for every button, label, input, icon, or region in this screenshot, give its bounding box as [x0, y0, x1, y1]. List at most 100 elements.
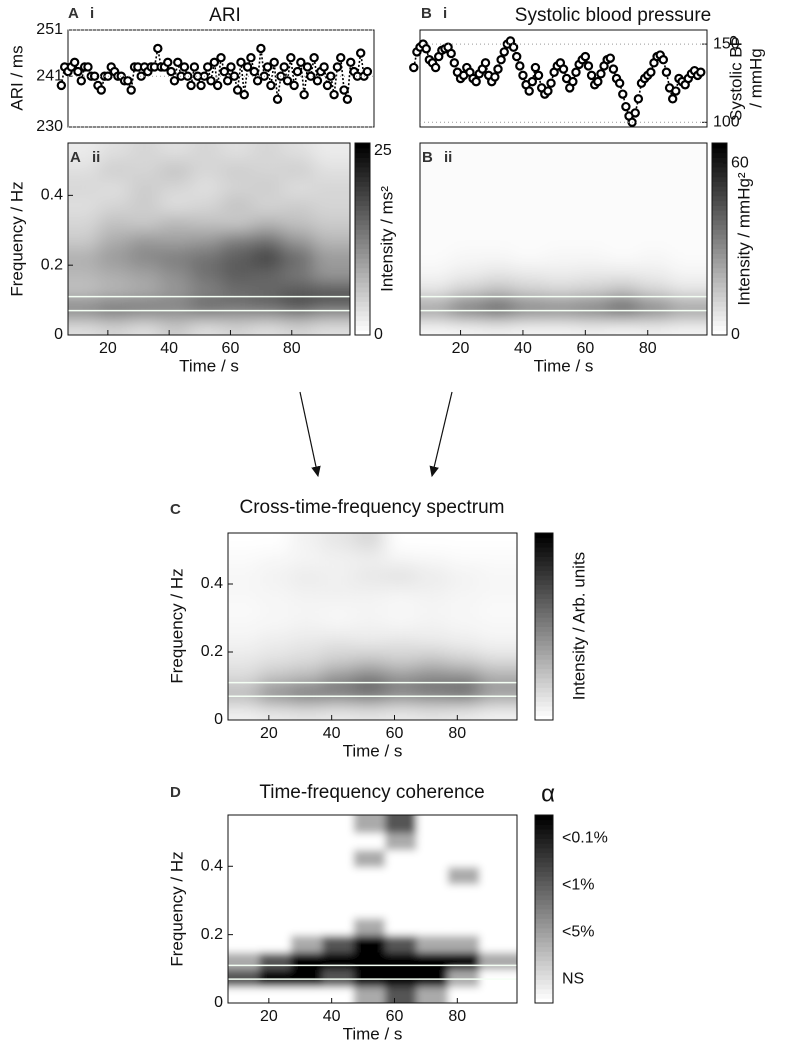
- heat-cell: [385, 584, 418, 602]
- heat-cell: [129, 247, 161, 267]
- y-axis-label: ARI / ms: [7, 45, 26, 110]
- point: [661, 67, 672, 77]
- colorbar-step: [355, 219, 370, 226]
- heat-cell: [513, 282, 546, 302]
- heat-cell: [513, 230, 546, 249]
- colorbar-label: Intensity / ms²: [377, 186, 396, 292]
- colorbar-step: [535, 663, 553, 670]
- heat-cell: [290, 815, 324, 834]
- heat-cell: [190, 247, 223, 267]
- y-tick-label: 241: [36, 67, 63, 84]
- heat-cell: [98, 160, 131, 179]
- heat-cell: [129, 160, 161, 179]
- heat-cell: [353, 985, 387, 1003]
- point: [302, 62, 313, 72]
- colorbar-step: [535, 956, 553, 962]
- x-axis-label: Time / s: [343, 741, 403, 760]
- heat-cell: [385, 917, 418, 936]
- colorbar-step: [535, 556, 553, 562]
- heat-cell: [313, 177, 350, 197]
- heat-cell: [129, 212, 161, 232]
- heat-cell: [479, 550, 517, 568]
- panel-letter: B: [422, 149, 433, 166]
- point: [596, 69, 606, 79]
- heat-cell: [259, 550, 292, 568]
- point: [256, 43, 266, 54]
- heat-cell: [416, 618, 449, 636]
- colorbar-step: [712, 229, 727, 235]
- heat-cell: [322, 635, 355, 653]
- colorbar-step: [535, 988, 553, 995]
- colorbar-step: [355, 186, 370, 192]
- heat-cell: [385, 934, 418, 953]
- heat-cell: [190, 282, 223, 302]
- panel-letter: A: [70, 149, 81, 166]
- point: [212, 80, 223, 91]
- colorbar-step: [355, 176, 370, 182]
- colorbar-step: [712, 224, 727, 230]
- heat-cell: [420, 230, 453, 249]
- colorbar-step: [535, 570, 553, 576]
- colorbar-step: [535, 710, 553, 716]
- heat-cell: [68, 265, 100, 284]
- heat-cell: [259, 900, 292, 919]
- heat-cell: [98, 177, 131, 197]
- colorbar-step: [535, 682, 553, 688]
- heat-cell: [228, 934, 261, 953]
- heat-cell: [416, 849, 449, 868]
- colorbar-tick-label: 0: [374, 326, 383, 343]
- colorbar-level-label: NS: [562, 971, 584, 988]
- heat-cell: [420, 212, 453, 232]
- heat-cell: [416, 832, 449, 851]
- heat-cell: [669, 300, 707, 319]
- point: [329, 89, 339, 100]
- heat-cell: [416, 567, 449, 585]
- colorbar-step: [535, 659, 553, 665]
- point: [239, 89, 249, 100]
- point: [421, 44, 431, 54]
- x-tick-label: 20: [452, 340, 470, 357]
- heat-cell: [385, 550, 418, 568]
- heat-cell: [259, 985, 292, 1003]
- heat-cell: [447, 934, 481, 953]
- colorbar-label: Intensity / Arb. units: [569, 552, 588, 700]
- colorbar-step: [535, 852, 553, 858]
- heat-cell: [322, 934, 355, 953]
- heat-cell: [479, 652, 517, 670]
- heat-cell: [447, 601, 481, 619]
- heat-cell: [98, 212, 131, 232]
- point: [546, 78, 556, 88]
- heat-cell: [322, 832, 355, 851]
- colorbar-frame: [711, 142, 728, 336]
- point: [571, 67, 581, 77]
- point: [646, 67, 656, 77]
- colorbar-step: [535, 598, 553, 604]
- heat-cell: [68, 230, 100, 249]
- heat-cell: [385, 618, 418, 636]
- heat-cell: [607, 195, 640, 214]
- heat-cell: [98, 317, 131, 335]
- heat-cell: [479, 968, 517, 987]
- x-tick-label: 20: [260, 725, 278, 742]
- heat-cell: [353, 635, 387, 653]
- heat-cell: [98, 265, 131, 284]
- panel-letter: A: [68, 5, 79, 22]
- heat-cell: [228, 550, 261, 568]
- colorbar-step: [535, 829, 553, 835]
- heat-cell: [68, 247, 100, 267]
- heat-cell: [353, 866, 387, 885]
- heat-cell: [513, 317, 546, 335]
- heatmap-cells: [228, 533, 517, 720]
- colorbar-step: [535, 960, 553, 966]
- heat-cell: [479, 917, 517, 936]
- point: [543, 86, 553, 96]
- colorbar-step: [535, 890, 553, 896]
- heat-cell: [259, 567, 292, 585]
- heat-cell: [420, 177, 453, 197]
- colorbar-step: [712, 258, 727, 264]
- x-tick-label: 40: [160, 340, 178, 357]
- heat-cell: [447, 968, 481, 987]
- colorbar-step: [535, 904, 553, 910]
- colorbar-step: [712, 234, 727, 240]
- colorbar-step: [535, 927, 553, 933]
